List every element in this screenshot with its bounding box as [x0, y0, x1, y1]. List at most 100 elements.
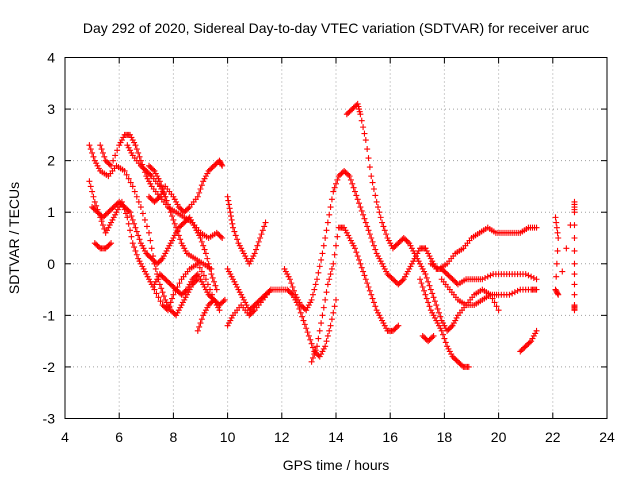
data-point [177, 205, 184, 212]
data-point [216, 302, 223, 309]
data-point [318, 320, 325, 327]
data-point [289, 283, 296, 290]
data-point [89, 188, 96, 195]
data-point [181, 209, 188, 216]
data-point [93, 160, 100, 167]
series-arc-4 [91, 240, 115, 252]
data-point [146, 193, 153, 200]
data-point [444, 343, 451, 350]
data-point [170, 193, 177, 200]
data-point [425, 299, 432, 306]
data-point [484, 273, 491, 280]
data-point [114, 206, 121, 213]
data-point [346, 173, 353, 180]
data-point [91, 198, 98, 205]
data-point [446, 348, 453, 355]
data-point [345, 171, 352, 178]
data-point [421, 268, 428, 275]
data-point [327, 322, 334, 329]
data-point [160, 253, 167, 260]
data-point [217, 160, 224, 167]
data-point [354, 253, 361, 260]
series-arc-3 [89, 198, 220, 293]
data-point [372, 246, 379, 253]
data-point [98, 146, 105, 153]
data-point [209, 298, 216, 305]
data-point [365, 227, 372, 234]
data-point [323, 338, 330, 345]
data-point [208, 265, 215, 272]
data-point [450, 320, 457, 327]
data-point [158, 256, 165, 263]
data-point [97, 211, 104, 218]
data-point [493, 303, 500, 310]
data-point [350, 104, 357, 111]
data-point [381, 265, 388, 272]
data-point [151, 198, 158, 205]
data-point [235, 240, 242, 247]
data-point [553, 273, 560, 280]
data-point [307, 299, 314, 306]
data-point [446, 325, 453, 332]
data-point [299, 303, 306, 310]
data-point [360, 211, 367, 218]
data-point [174, 228, 181, 235]
data-point [166, 242, 173, 249]
data-point [137, 260, 144, 267]
data-point [136, 236, 143, 243]
data-point [553, 219, 560, 226]
data-point [159, 255, 166, 262]
data-point [403, 271, 410, 278]
data-point [89, 204, 96, 211]
data-point [254, 242, 261, 249]
data-point [449, 276, 456, 283]
data-point [123, 171, 130, 178]
data-point [91, 157, 98, 164]
data-point [408, 245, 415, 252]
data-point [204, 289, 211, 296]
data-point [197, 276, 204, 283]
data-point [571, 260, 578, 267]
data-point [97, 142, 104, 149]
data-point [146, 170, 153, 177]
data-point [521, 344, 528, 351]
data-point [355, 103, 362, 110]
data-point [388, 274, 395, 281]
data-point [159, 188, 166, 195]
data-point [125, 144, 132, 151]
data-point [186, 281, 193, 288]
data-point [375, 204, 382, 211]
data-point [373, 250, 380, 257]
data-point [171, 196, 178, 203]
data-point [450, 277, 457, 284]
data-point [183, 206, 190, 213]
data-point [247, 305, 254, 312]
data-point [370, 242, 377, 249]
data-point [448, 351, 455, 358]
data-point [341, 224, 348, 231]
data-point [415, 247, 422, 254]
data-point [164, 302, 171, 309]
data-point [324, 219, 331, 226]
data-point [228, 273, 235, 280]
data-point [533, 327, 540, 334]
data-point [514, 287, 521, 294]
data-point [452, 317, 459, 324]
data-point [156, 183, 163, 190]
data-point [369, 295, 376, 302]
data-point [398, 237, 405, 244]
series-arc-17 [417, 276, 472, 370]
data-point [284, 286, 291, 293]
data-point [166, 280, 173, 287]
data-point [181, 219, 188, 226]
data-point [224, 322, 231, 329]
data-point [219, 299, 226, 306]
data-point [342, 227, 349, 234]
data-point [196, 323, 203, 330]
data-point [316, 353, 323, 360]
data-point [122, 205, 129, 212]
data-point [116, 198, 123, 205]
data-point [444, 327, 451, 334]
data-point [324, 281, 331, 288]
data-point [243, 302, 250, 309]
